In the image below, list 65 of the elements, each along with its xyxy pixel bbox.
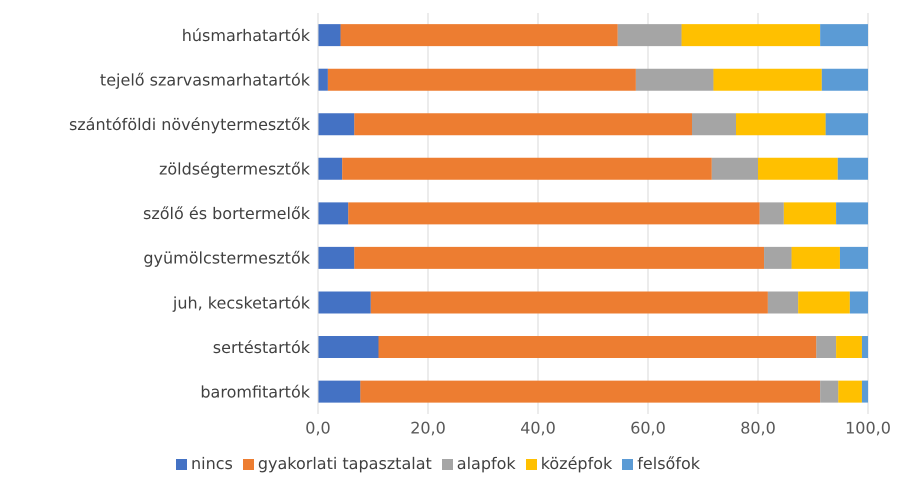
y-tick-label: juh, kecsketartók — [172, 293, 311, 312]
bar — [826, 113, 868, 136]
y-tick-label: gyümölcstermesztők — [143, 248, 311, 268]
bar — [692, 113, 736, 136]
bar — [318, 380, 360, 403]
y-tick-label: szőlő és bortermelők — [143, 204, 311, 224]
bar — [862, 336, 868, 358]
legend-label: felsőfok — [637, 454, 700, 473]
y-tick-label: szántóföldi növénytermesztők — [68, 115, 311, 134]
legend-label: gyakorlati tapasztalat — [258, 454, 432, 473]
bar — [328, 68, 636, 91]
legend-label: alapfok — [456, 454, 516, 473]
bar — [378, 336, 816, 358]
bar — [768, 291, 798, 314]
legend-label: középfok — [540, 454, 612, 473]
bar — [342, 158, 712, 180]
bar — [838, 158, 868, 180]
bar — [318, 246, 354, 269]
bar — [354, 113, 692, 136]
bar — [758, 158, 838, 180]
legend-label: nincs — [191, 454, 233, 473]
bar — [798, 291, 850, 314]
bar — [318, 158, 342, 180]
bar — [318, 336, 378, 358]
bar — [820, 380, 838, 403]
bar — [318, 113, 354, 136]
bar — [760, 202, 784, 224]
bar — [682, 24, 820, 46]
bar — [862, 380, 868, 403]
bar — [850, 291, 868, 314]
x-tick-label: 20,0 — [410, 418, 446, 438]
bar — [318, 202, 348, 224]
x-tick-label: 40,0 — [520, 418, 556, 438]
y-tick-label: zöldségtermesztők — [158, 160, 311, 179]
y-tick-label: tejelő szarvasmarhatartók — [100, 70, 311, 90]
bar — [340, 24, 618, 46]
x-tick-label: 80,0 — [740, 418, 776, 438]
bar — [792, 246, 840, 269]
bar — [618, 24, 682, 46]
x-tick-label: 60,0 — [630, 418, 666, 438]
y-tick-label: baromfitartók — [200, 382, 311, 402]
bar — [784, 202, 836, 224]
bar — [816, 336, 836, 358]
bar — [836, 202, 868, 224]
bar — [713, 68, 822, 91]
bar — [838, 380, 862, 403]
bar — [318, 68, 328, 91]
x-tick-label: 100,0 — [845, 418, 891, 438]
bar — [736, 113, 826, 136]
bar — [836, 336, 862, 358]
bar — [636, 68, 714, 91]
bar — [840, 246, 868, 269]
bar — [354, 246, 764, 269]
y-tick-label: sertéstartók — [212, 338, 311, 357]
bar — [820, 24, 868, 46]
y-tick-label: húsmarhatartók — [182, 26, 311, 45]
bar — [318, 291, 371, 314]
x-tick-label: 0,0 — [305, 418, 331, 438]
bar — [318, 24, 341, 46]
bar — [764, 246, 792, 269]
bar — [822, 68, 868, 91]
bar — [370, 291, 768, 314]
bar — [348, 202, 760, 224]
bar — [712, 158, 758, 180]
bar — [360, 380, 820, 403]
